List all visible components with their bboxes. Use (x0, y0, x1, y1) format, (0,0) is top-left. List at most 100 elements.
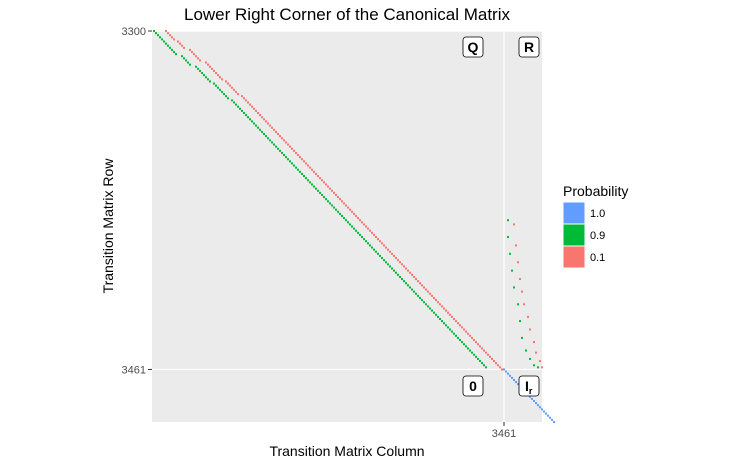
data-point (259, 128, 261, 131)
data-point (411, 288, 413, 291)
data-point (269, 139, 271, 142)
data-point (501, 368, 503, 371)
data-point (533, 399, 535, 402)
data-point (305, 177, 307, 180)
y-tick-label: 3300 (122, 26, 146, 38)
data-point (233, 88, 235, 91)
data-point (457, 336, 459, 339)
data-point (551, 418, 553, 421)
quadrant-zero-text: 0 (469, 378, 477, 394)
data-point (509, 252, 511, 255)
legend-label: 1.0 (590, 208, 605, 220)
data-point (343, 217, 345, 220)
data-point (451, 315, 453, 318)
data-point (513, 286, 515, 289)
data-point (213, 82, 215, 85)
data-point (539, 360, 541, 363)
data-point (365, 240, 367, 243)
data-point (471, 351, 473, 354)
data-point (513, 378, 515, 381)
data-point (299, 156, 301, 159)
data-point (431, 294, 433, 297)
data-point (329, 187, 331, 190)
data-point (463, 343, 465, 346)
data-point (359, 233, 361, 236)
data-point (257, 126, 259, 129)
data-point (411, 273, 413, 276)
data-point (467, 347, 469, 350)
data-point (417, 294, 419, 297)
data-point (429, 292, 431, 295)
data-point (421, 284, 423, 287)
data-point (499, 366, 501, 369)
data-point (525, 349, 527, 352)
data-point (545, 412, 547, 415)
data-point (301, 172, 303, 175)
data-point (363, 223, 365, 226)
data-point (369, 229, 371, 232)
data-point (173, 51, 175, 54)
data-point (347, 221, 349, 224)
data-point (483, 349, 485, 352)
data-point (301, 158, 303, 161)
data-point (491, 357, 493, 360)
data-point (521, 336, 523, 339)
data-point (165, 42, 167, 45)
data-point (265, 120, 267, 123)
data-point (271, 126, 273, 129)
data-point (507, 236, 509, 239)
data-point (375, 236, 377, 239)
data-point (457, 322, 459, 325)
data-point (529, 357, 531, 360)
data-point (399, 275, 401, 278)
identity-letter: I (525, 378, 529, 394)
data-point (431, 309, 433, 312)
data-point (311, 168, 313, 171)
data-point (493, 360, 495, 363)
data-point (289, 145, 291, 148)
data-point (389, 250, 391, 253)
data-point (161, 38, 163, 41)
data-point (447, 311, 449, 314)
data-point (427, 305, 429, 308)
data-point (291, 147, 293, 150)
data-point (215, 72, 217, 75)
x-axis-ticks: 3461 (492, 422, 516, 440)
data-point (513, 223, 515, 226)
data-point (207, 63, 209, 66)
data-point (227, 97, 229, 100)
data-point (205, 61, 207, 64)
data-point (403, 280, 405, 283)
data-point (207, 78, 209, 81)
data-point (453, 317, 455, 320)
data-point (523, 303, 525, 306)
data-point (313, 185, 315, 188)
data-point (415, 278, 417, 281)
data-point (427, 290, 429, 293)
data-point (533, 341, 535, 344)
data-point (347, 206, 349, 209)
data-point (319, 191, 321, 194)
x-tick-label: 3461 (492, 428, 516, 440)
data-point (169, 34, 171, 37)
data-point (371, 246, 373, 249)
series-0-1 (165, 30, 543, 371)
data-point (289, 160, 291, 163)
data-point (253, 122, 255, 125)
data-point (409, 271, 411, 274)
data-point (445, 309, 447, 312)
data-point (479, 360, 481, 363)
data-point (299, 170, 301, 173)
data-point (307, 164, 309, 167)
data-point (383, 259, 385, 262)
data-point (469, 349, 471, 352)
data-point (285, 156, 287, 159)
quadrant-identity-label: Ir (518, 375, 540, 397)
data-point (237, 93, 239, 96)
y-tick-label: 3461 (122, 364, 146, 376)
data-point (283, 139, 285, 142)
data-point (393, 269, 395, 272)
data-point (313, 170, 315, 173)
data-point (231, 86, 233, 89)
data-point (339, 212, 341, 215)
